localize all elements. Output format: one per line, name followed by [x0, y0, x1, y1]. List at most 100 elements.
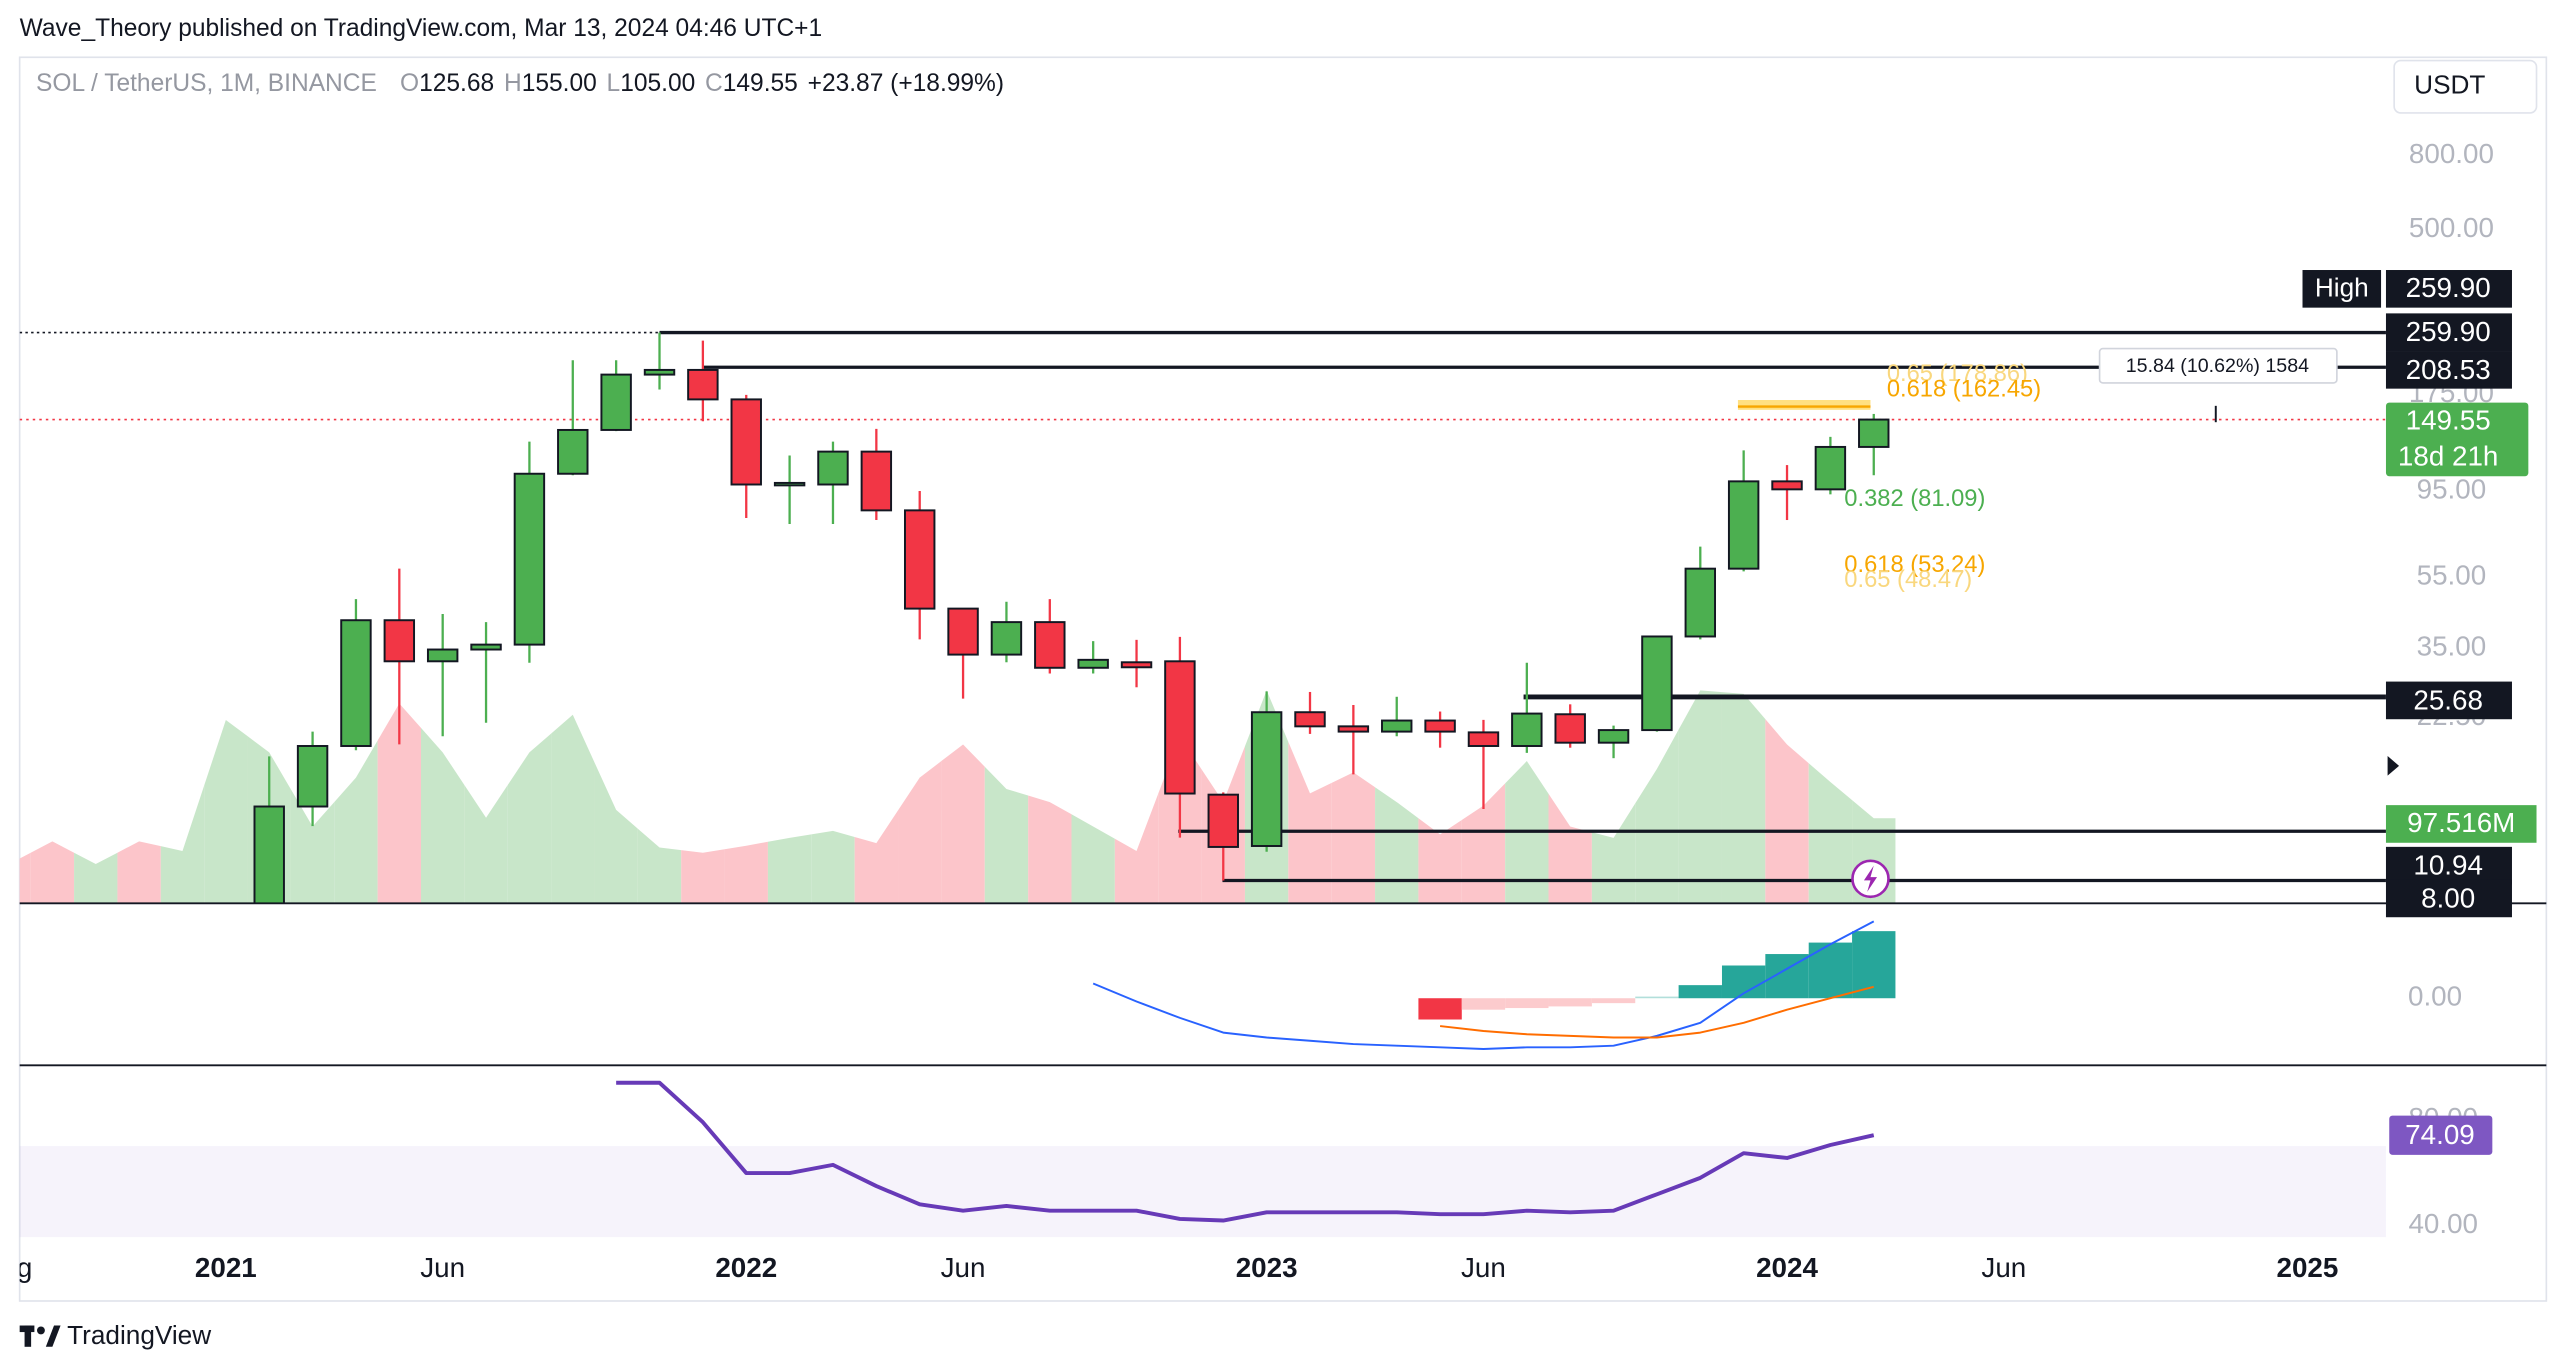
- fib-band: [1737, 399, 1871, 410]
- candle-body: [773, 481, 806, 487]
- candle-body: [513, 472, 546, 646]
- alert-icon-bolt: [1863, 865, 1878, 892]
- volume-label-box: [2385, 805, 2537, 843]
- candle-body: [643, 368, 676, 376]
- legend-change: +23.87 (+18.99%): [808, 71, 1004, 98]
- rsi-label-box: [2389, 1115, 2493, 1155]
- main-pane: [19, 330, 2386, 904]
- macd-histogram-bar: [1635, 996, 1679, 999]
- axes: 800.00500.00175.0095.0055.0035.0022.5025…: [20, 138, 2537, 1283]
- fib-label: 0.65 (48.47): [1844, 567, 1972, 593]
- rsi-line: [616, 1080, 1875, 1223]
- candle-body: [1294, 711, 1326, 728]
- logo-part: [37, 1326, 45, 1335]
- candle-body: [1207, 793, 1239, 848]
- candle-body: [1641, 635, 1673, 732]
- candle-body: [817, 450, 849, 486]
- footer-brand: TradingView: [67, 1320, 211, 1350]
- macd-histogram-bar: [1852, 931, 1896, 999]
- candle-body: [1771, 480, 1803, 491]
- candle-body: [1727, 480, 1760, 570]
- volume-area: [1591, 803, 1636, 904]
- x-tick-label: Jun: [420, 1252, 465, 1283]
- volume-area: [1288, 741, 1332, 904]
- x-tick-label: 2022: [715, 1252, 777, 1283]
- currency[interactable]: USDT: [2414, 70, 2485, 100]
- macd-histogram-bar: [1418, 998, 1462, 1020]
- candle-body: [1424, 719, 1456, 733]
- high-label: 259.90: [2406, 272, 2491, 303]
- measure-box: [2098, 347, 2338, 384]
- candle-body: [860, 450, 893, 512]
- x-tick-label: Jun: [1981, 1252, 2026, 1283]
- volume-area: [1721, 692, 1766, 904]
- level-label-box: [2385, 351, 2512, 389]
- candle-body: [990, 621, 1023, 656]
- macd-pane: [1092, 920, 1896, 1050]
- x-tick-label: Jun: [1461, 1252, 1506, 1283]
- candle-body: [1250, 711, 1283, 847]
- symbol-legend: SOL / TetherUS, 1M, BINANCE O125.68 H155.…: [36, 71, 1004, 98]
- volume-area: [464, 785, 508, 904]
- volume-area: [290, 789, 335, 904]
- volume-area: [117, 841, 161, 904]
- rsi-label: 74.09: [2405, 1119, 2475, 1150]
- countdown: 18d 21h: [2398, 441, 2498, 472]
- level-label-box: [2385, 313, 2512, 352]
- overlay: 0.65 (178.86)0.618 (162.45) 0.382 (81.09)…: [1844, 347, 2338, 899]
- rsi-band: [19, 1146, 2386, 1238]
- x-tick-label: Jun: [941, 1252, 986, 1283]
- chart-frame: [18, 56, 2548, 1302]
- level-label-box: [2385, 681, 2512, 720]
- candle-body: [1337, 725, 1370, 733]
- high-tag-box: [2302, 270, 2382, 308]
- macd-histogram-bar: [1591, 998, 1636, 1004]
- volume-area: [724, 841, 768, 904]
- volume-area: [681, 849, 725, 904]
- candle-body: [1164, 660, 1196, 795]
- volume-area: [74, 852, 118, 904]
- legend-key: C: [705, 71, 723, 98]
- volume-area: [854, 810, 899, 904]
- currency-box[interactable]: [2393, 59, 2538, 114]
- legend-value: 149.55: [723, 71, 798, 98]
- candle-body: [426, 648, 459, 663]
- candle-body: [1034, 621, 1066, 669]
- level-label-box: [2385, 879, 2512, 918]
- candle-body: [1467, 731, 1500, 747]
- level-label-box: [2385, 846, 2512, 885]
- volume-area: [1071, 814, 1115, 904]
- volume-area: [1678, 690, 1722, 904]
- candle-body: [1814, 445, 1847, 491]
- last-price-box: [2385, 402, 2529, 477]
- volume-area: [1028, 795, 1072, 904]
- candle-body: [1381, 719, 1413, 733]
- candle-body: [687, 368, 719, 401]
- volume-area: [160, 785, 205, 904]
- rsi-tick-label: 40.00: [2408, 1208, 2478, 1239]
- candle-body: [600, 373, 632, 431]
- x-tick-label: 2023: [1236, 1252, 1298, 1283]
- macd-histogram-bar: [1505, 998, 1549, 1009]
- volume-label: 97.516M: [2407, 807, 2515, 838]
- measure-label: 15.84 (10.62%) 1584: [2126, 355, 2309, 377]
- legend-value: 155.00: [522, 71, 597, 98]
- candle-body: [1554, 713, 1586, 744]
- candle-body: [253, 805, 285, 904]
- high-label-box: [2385, 270, 2512, 308]
- y-tick-label: 95.00: [2417, 473, 2487, 504]
- candle-body: [340, 619, 372, 747]
- rsi-pane: [19, 1080, 2386, 1238]
- x-tick-label: 2021: [195, 1252, 257, 1283]
- candle-body: [1858, 418, 1890, 448]
- level-label: 25.68: [2413, 684, 2483, 715]
- volume-area: [811, 830, 855, 904]
- x-tick-label: 2025: [2276, 1252, 2338, 1283]
- last-price-label: 149.55: [2406, 405, 2491, 436]
- scroll-arrow: [2387, 756, 2400, 776]
- volume-area: [19, 852, 31, 904]
- level-label: 8.00: [2421, 882, 2475, 913]
- level-label: 208.53: [2406, 354, 2491, 385]
